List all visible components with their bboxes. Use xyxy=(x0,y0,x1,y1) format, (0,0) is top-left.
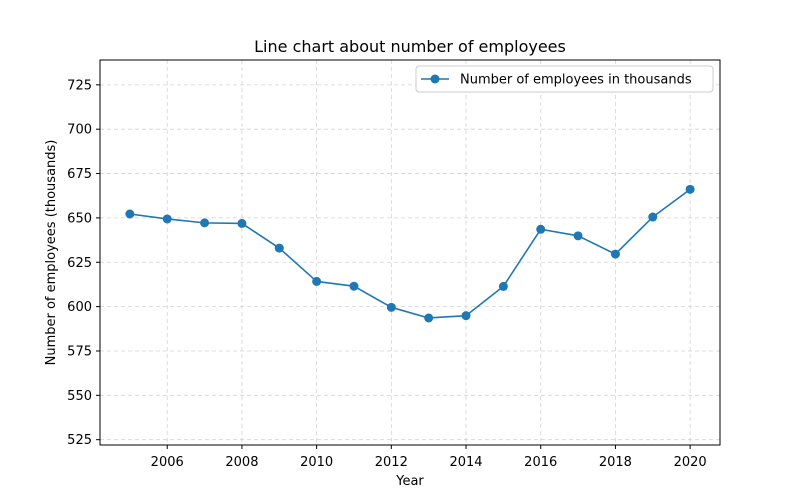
data-point xyxy=(498,281,508,291)
data-point xyxy=(237,218,247,228)
x-tick-label: 2014 xyxy=(449,455,482,470)
y-axis-label: Number of employees (thousands) xyxy=(44,140,59,366)
data-point xyxy=(386,302,396,312)
x-tick-label: 2018 xyxy=(599,455,632,470)
data-point xyxy=(536,224,546,234)
y-tick-label: 725 xyxy=(67,78,92,93)
x-tick-label: 2012 xyxy=(375,455,408,470)
data-point xyxy=(610,249,620,259)
series-layer xyxy=(125,184,695,323)
legend-entry: Number of employees in thousands xyxy=(460,73,692,88)
y-tick-label: 525 xyxy=(67,433,92,448)
y-tick-label: 650 xyxy=(67,211,92,226)
data-point xyxy=(349,281,359,291)
chart-title: Line chart about number of employees xyxy=(254,37,566,56)
y-tick-label: 700 xyxy=(67,123,92,138)
x-tick-label: 2006 xyxy=(151,455,184,470)
data-point xyxy=(424,313,434,323)
y-tick-label: 675 xyxy=(67,167,92,182)
plot-frame xyxy=(99,59,721,446)
data-point xyxy=(685,184,695,194)
data-point xyxy=(162,214,172,224)
data-point xyxy=(125,209,135,219)
data-point xyxy=(648,212,658,222)
x-tick-label: 2016 xyxy=(524,455,557,470)
legend-dot-marker xyxy=(430,74,440,84)
data-point xyxy=(573,231,583,241)
grid-layer xyxy=(100,60,720,445)
x-tick-label: 2008 xyxy=(225,455,258,470)
x-tick-label: 2020 xyxy=(674,455,707,470)
tick-layer: 2006 2008 2010 2012 2014 2016 2018 2020 525 550 57… xyxy=(67,78,706,470)
y-tick-label: 550 xyxy=(67,389,92,404)
legend-box xyxy=(415,65,714,93)
x-tick-label: 2010 xyxy=(300,455,333,470)
data-point xyxy=(461,311,471,321)
series-line xyxy=(129,188,691,319)
data-point xyxy=(312,276,322,286)
y-tick-label: 600 xyxy=(67,300,92,315)
data-point xyxy=(200,218,210,228)
x-axis-label: Year xyxy=(395,474,424,489)
data-point xyxy=(274,243,284,253)
y-tick-label: 625 xyxy=(67,256,92,271)
y-tick-label: 575 xyxy=(67,344,92,359)
legend: Number of employees in thousands xyxy=(415,65,714,93)
